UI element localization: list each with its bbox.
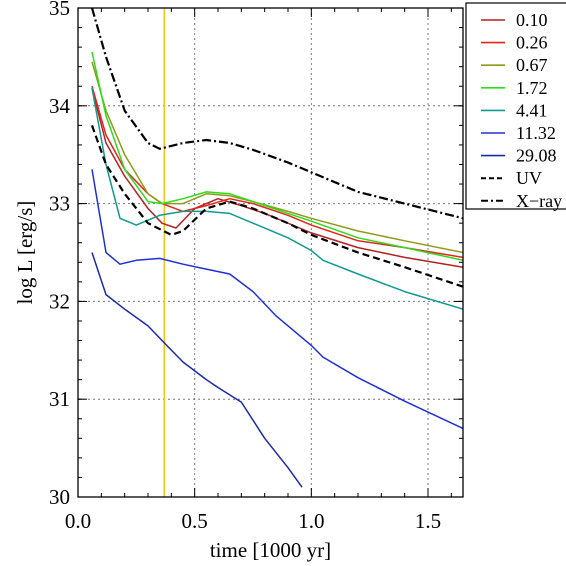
plot-frame xyxy=(77,7,464,498)
y-tick-label: 34 xyxy=(49,94,71,118)
series-line-uv xyxy=(90,125,463,288)
grid xyxy=(78,8,463,497)
series-line-4-41 xyxy=(91,88,463,310)
y-tick-label: 30 xyxy=(49,485,70,509)
y-tick-label: 35 xyxy=(49,0,70,20)
series-line-11-32 xyxy=(91,169,463,430)
y-tick-label: 32 xyxy=(49,289,70,313)
legend-label: X−ray xyxy=(516,191,562,211)
legend-label: 0.67 xyxy=(516,55,548,75)
series-group xyxy=(90,8,463,488)
series-line-0-26 xyxy=(91,85,463,259)
series-line-1-72 xyxy=(91,51,463,262)
y-tick-label: 33 xyxy=(49,192,70,216)
legend-label: UV xyxy=(516,168,542,188)
legend-label: 1.72 xyxy=(516,78,548,98)
series-line-0-10 xyxy=(91,88,463,268)
legend-label: 4.41 xyxy=(516,100,548,120)
x-tick-label: 0.0 xyxy=(65,509,91,533)
legend-label: 11.32 xyxy=(516,123,556,143)
y-axis-label: log L [erg/s] xyxy=(13,201,37,305)
legend-box xyxy=(465,2,566,210)
series-line-29-08 xyxy=(91,252,303,488)
axis-ticks: 0.0 0.5 1.0 1.5 30 31 32 33 34 35 xyxy=(49,0,463,533)
y-tick-label: 31 xyxy=(49,387,70,411)
x-axis-label: time [1000 yr] xyxy=(210,538,331,562)
x-tick-label: 1.0 xyxy=(298,509,324,533)
series-line-0-67 xyxy=(91,61,463,254)
series-line-x-ray xyxy=(90,8,463,220)
x-tick-label: 1.5 xyxy=(415,509,441,533)
legend-label: 0.10 xyxy=(516,10,548,30)
legend-label: 29.08 xyxy=(516,146,557,166)
legend-label: 0.26 xyxy=(516,33,548,53)
x-tick-label: 0.5 xyxy=(182,509,208,533)
